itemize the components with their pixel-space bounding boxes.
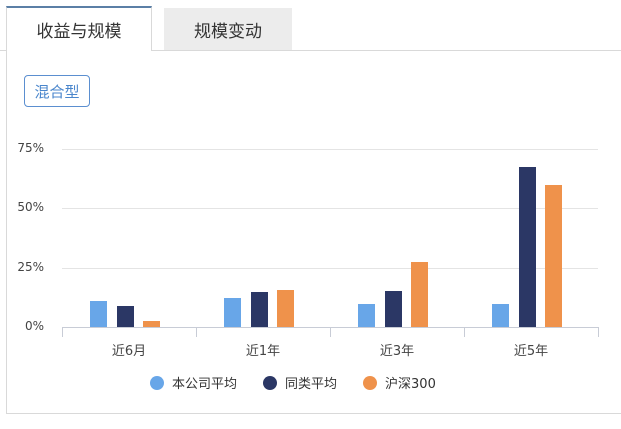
bar[interactable] — [545, 185, 562, 327]
x-tick — [196, 327, 197, 337]
x-tick-label: 近3年 — [379, 344, 415, 359]
x-tick — [62, 327, 63, 337]
gridline — [62, 267, 598, 269]
chart-legend: 本公司平均 同类平均 沪深300 — [150, 373, 462, 392]
fund-type-button[interactable]: 混合型 — [24, 75, 90, 107]
y-tick-label: 0% — [24, 319, 44, 333]
bar[interactable] — [518, 167, 536, 327]
legend-label: 沪深300 — [385, 377, 436, 392]
tab-bar: 收益与规模 规模变动 — [0, 0, 621, 51]
bar[interactable] — [358, 303, 375, 327]
bar[interactable] — [224, 298, 241, 327]
bar[interactable] — [411, 261, 428, 327]
bar[interactable] — [143, 321, 160, 327]
bar[interactable] — [116, 305, 134, 327]
y-tick-label: 75% — [17, 141, 44, 155]
tab-panel — [6, 50, 621, 414]
bar[interactable] — [90, 300, 107, 327]
x-tick — [464, 327, 465, 337]
legend-item-peer[interactable]: 同类平均 — [263, 373, 337, 392]
legend-item-company[interactable]: 本公司平均 — [150, 373, 237, 392]
tab-returns-and-scale[interactable]: 收益与规模 — [6, 6, 152, 51]
tab-scale-changes[interactable]: 规模变动 — [164, 8, 292, 50]
bar[interactable] — [384, 290, 402, 327]
bar[interactable] — [250, 291, 268, 327]
legend-dot-icon — [363, 375, 378, 390]
x-tick-label: 近6月 — [111, 344, 147, 359]
bar[interactable] — [492, 303, 509, 327]
legend-dot-icon — [263, 375, 278, 390]
legend-dot-icon — [150, 375, 164, 390]
legend-item-index[interactable]: 沪深300 — [363, 373, 436, 392]
x-tick-label: 近1年 — [245, 344, 281, 359]
bar[interactable] — [277, 289, 294, 327]
y-tick-label: 25% — [17, 259, 44, 274]
gridline — [62, 208, 598, 210]
legend-label: 同类平均 — [285, 377, 338, 392]
x-tick — [330, 327, 331, 337]
gridline — [62, 149, 598, 150]
x-tick — [598, 327, 599, 337]
legend-label: 本公司平均 — [172, 377, 238, 392]
y-tick-label: 50% — [17, 200, 44, 215]
x-tick-label: 近5年 — [513, 344, 549, 359]
